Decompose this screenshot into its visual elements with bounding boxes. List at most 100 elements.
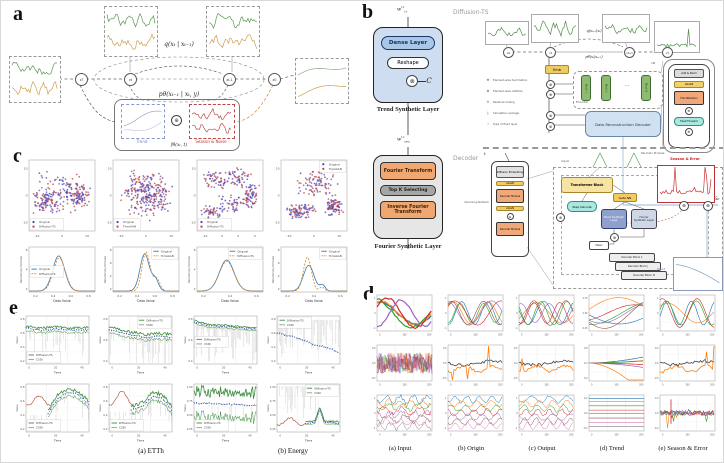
svg-text:0: 0 bbox=[111, 434, 113, 438]
svg-text:40: 40 bbox=[248, 366, 252, 370]
svg-text:Diffusion-TS: Diffusion-TS bbox=[39, 272, 56, 276]
panel-c-label: c bbox=[13, 145, 22, 167]
svg-text:Data Value: Data Value bbox=[221, 299, 238, 303]
svg-text:8: 8 bbox=[110, 248, 112, 252]
decomp-plot: 1 0 -1 0 100 200 bbox=[367, 393, 433, 439]
svg-text:-1: -1 bbox=[373, 427, 376, 430]
imputation-plot-energy-4: 1.00 0.75 0.50 0.25 0 20 40 Time Value Diffusion-… bbox=[266, 381, 342, 443]
mult-junction-icon: ⊗ bbox=[546, 80, 555, 89]
decoder-module-label: Decoder Module bbox=[499, 227, 521, 231]
time-embedding-label: Emb bbox=[553, 67, 561, 72]
svg-text:0.6: 0.6 bbox=[271, 331, 275, 335]
svg-text:0.5: 0.5 bbox=[514, 347, 518, 350]
fourier-synthetic-layer-box: Fourier Transform Top K Selecting Invers… bbox=[373, 155, 443, 239]
chain-node-label: xT bbox=[665, 50, 670, 55]
svg-text:200: 200 bbox=[498, 434, 503, 437]
svg-text:-0.2: -0.2 bbox=[583, 427, 588, 430]
density-plot-3: 6 4 2 0.2 0.4 0.6 Data Value Data Density Estim… bbox=[187, 245, 265, 303]
svg-text:1: 1 bbox=[374, 297, 376, 300]
svg-text:0: 0 bbox=[28, 366, 30, 370]
svg-text:20: 20 bbox=[54, 366, 58, 370]
svg-text:10: 10 bbox=[24, 167, 28, 171]
svg-text:10: 10 bbox=[169, 234, 173, 238]
svg-text:0: 0 bbox=[196, 434, 198, 438]
trend-plot-title: Trend bbox=[657, 267, 666, 271]
svg-text:0.8: 0.8 bbox=[86, 294, 91, 298]
imputation-plot-etth-3: 0.8 0.6 0.4 0.2 0 20 40 Time Value Diffusion-TS CS… bbox=[15, 381, 91, 443]
tsne-plot-1: 10 0 -10 -10 0 10 Original Diffusion-TS bbox=[19, 157, 97, 241]
dashed-line-icon: ⁞ bbox=[487, 121, 489, 126]
svg-text:0.2: 0.2 bbox=[655, 397, 659, 400]
decoder-module-box: Decoder Module bbox=[496, 189, 524, 203]
w-base: w bbox=[397, 136, 402, 143]
energy-caption: (b) Energy bbox=[278, 447, 308, 455]
svg-text:-10: -10 bbox=[118, 234, 123, 238]
svg-text:0.75: 0.75 bbox=[583, 297, 588, 300]
svg-text:0.2: 0.2 bbox=[20, 427, 24, 431]
gate-nn-label: Gate NN bbox=[618, 195, 632, 200]
mean-chip: Mean bbox=[589, 241, 609, 250]
svg-text:2: 2 bbox=[26, 287, 28, 291]
svg-text:Data Density Estimate: Data Density Estimate bbox=[272, 256, 275, 283]
svg-text:CSDI: CSDI bbox=[314, 391, 321, 395]
topk-selecting-box: Top K Selecting bbox=[380, 185, 436, 196]
chain-node-xt1: xt+1 bbox=[624, 47, 635, 58]
svg-text:1.00: 1.00 bbox=[187, 385, 193, 389]
chain-node-label: x0 bbox=[506, 50, 511, 55]
svg-text:0.0: 0.0 bbox=[372, 362, 376, 365]
svg-text:Diffusion-TS: Diffusion-TS bbox=[204, 421, 221, 425]
decomp-plot: 1 0 -1 0 100 200 bbox=[438, 293, 504, 339]
svg-text:0: 0 bbox=[450, 384, 452, 387]
svg-text:0: 0 bbox=[662, 384, 664, 387]
svg-text:0.6: 0.6 bbox=[254, 294, 259, 298]
imputation-plot-energy-1: 0.8 0.6 0.4 0 20 40 Time Value Diffusion-TS CSDI bbox=[183, 313, 259, 375]
noisy-series-box bbox=[9, 56, 61, 103]
svg-text:200: 200 bbox=[569, 334, 574, 337]
svg-text:-10: -10 bbox=[202, 234, 207, 238]
svg-text:200: 200 bbox=[498, 384, 503, 387]
data-reconstruction-label: Data Reconstruction Decoder bbox=[595, 121, 651, 127]
svg-text:100: 100 bbox=[614, 334, 619, 337]
svg-text:20: 20 bbox=[137, 434, 141, 438]
svg-text:-1: -1 bbox=[515, 327, 518, 330]
svg-text:20: 20 bbox=[305, 434, 309, 438]
svg-text:0.2: 0.2 bbox=[117, 294, 122, 298]
svg-text:100: 100 bbox=[614, 434, 619, 437]
svg-text:Value: Value bbox=[15, 404, 19, 412]
w-sup: i,t bbox=[401, 135, 405, 139]
svg-text:Time: Time bbox=[136, 371, 144, 375]
encoder-block-1: Block 1 bbox=[581, 75, 591, 101]
svg-text:-1: -1 bbox=[515, 427, 518, 430]
svg-text:0.6: 0.6 bbox=[20, 399, 24, 403]
svg-text:0.5: 0.5 bbox=[655, 347, 659, 350]
svg-text:Data Value: Data Value bbox=[53, 299, 70, 303]
imputation-plot-etth-2: 0.8 0.6 0.4 0 20 40 Time Value Diffusion-TS CSDI bbox=[98, 313, 174, 375]
w-base: w bbox=[397, 6, 402, 13]
svg-text:100: 100 bbox=[544, 434, 549, 437]
svg-text:40: 40 bbox=[80, 366, 84, 370]
svg-text:Diffusion-TS: Diffusion-TS bbox=[287, 318, 304, 322]
svg-text:0.0: 0.0 bbox=[584, 412, 588, 415]
svg-text:Original: Original bbox=[39, 267, 50, 271]
svg-text:0.5: 0.5 bbox=[372, 347, 376, 350]
svg-text:0: 0 bbox=[279, 434, 281, 438]
svg-text:0.8: 0.8 bbox=[103, 317, 107, 321]
svg-text:Value: Value bbox=[183, 404, 187, 412]
svg-text:10: 10 bbox=[192, 167, 196, 171]
panel-a-label: a bbox=[13, 3, 23, 25]
encoder-block-label: Block N bbox=[644, 83, 648, 93]
svg-text:0.8: 0.8 bbox=[188, 317, 192, 321]
svg-text:1: 1 bbox=[516, 297, 518, 300]
sum-operator-icon: ⊕ bbox=[506, 213, 514, 220]
decoder-block-chip-label: Decoder Block N bbox=[633, 274, 655, 277]
svg-text:CSDI: CSDI bbox=[36, 426, 43, 430]
svg-text:0: 0 bbox=[313, 234, 315, 238]
sum-junction-icon: ⊕ bbox=[610, 233, 619, 242]
sum-junction-icon: ⊕ bbox=[679, 201, 689, 211]
chain-node-xt: xt bbox=[545, 47, 556, 58]
svg-text:Time: Time bbox=[53, 371, 61, 375]
chain-node-label: xt bbox=[549, 50, 552, 55]
svg-text:0: 0 bbox=[591, 384, 593, 387]
transformer-block-box: Transformer Block bbox=[561, 177, 613, 193]
legend-entry: Element-wise Summation bbox=[493, 77, 528, 82]
